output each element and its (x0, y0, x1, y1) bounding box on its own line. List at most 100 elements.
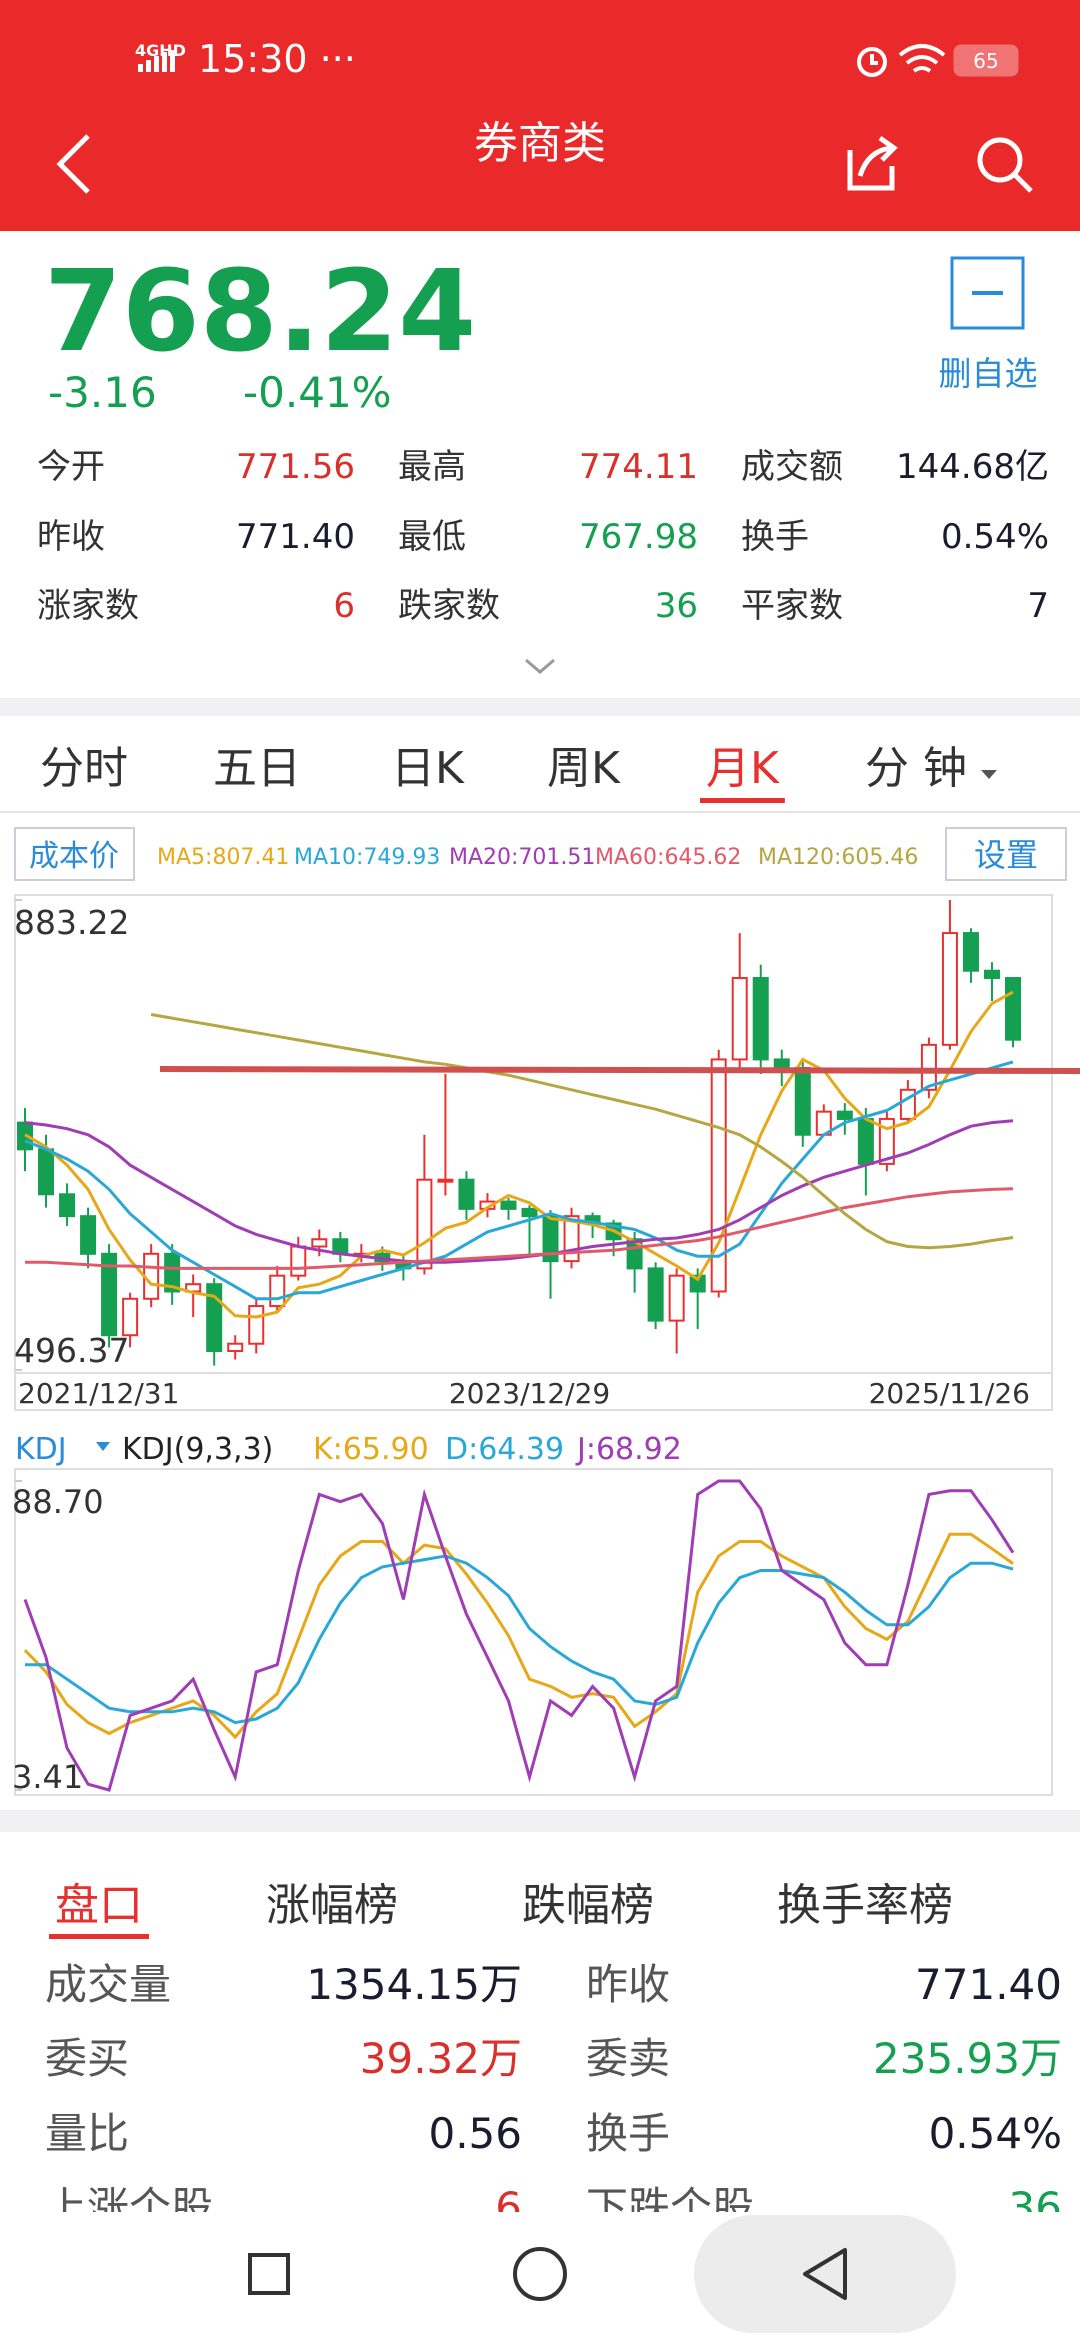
search-button[interactable] (977, 137, 1033, 193)
chart-tab[interactable]: 五日 (213, 743, 301, 794)
candle-body (689, 1274, 706, 1293)
stat-label: 涨家数 (37, 586, 139, 626)
kdj-legend: K:65.90 (313, 1432, 429, 1467)
dropdown-icon (981, 770, 997, 779)
panel-value: 771.40 (915, 1960, 1062, 2009)
stat-label: 今开 (37, 447, 105, 487)
indicator-params: KDJ(9,3,3) (122, 1432, 273, 1467)
header-bg (0, 0, 1080, 231)
share-button[interactable] (847, 135, 898, 191)
separator (0, 1810, 1080, 1832)
chart-tab[interactable]: 日K (391, 743, 465, 794)
ma-line (25, 1187, 1014, 1270)
stat-label: 换手 (741, 517, 809, 557)
home-button[interactable] (513, 2247, 567, 2301)
panel-label: 换手 (586, 2109, 670, 2158)
panel-label: 委买 (45, 2034, 129, 2083)
candle-body (80, 1215, 97, 1255)
chart-tab[interactable]: 分 钟 (865, 743, 967, 794)
battery-level: 65 (973, 49, 998, 73)
settings-box[interactable] (945, 827, 1067, 881)
candle-body (311, 1238, 328, 1248)
kdj-legend: J:68.92 (575, 1432, 682, 1467)
candle-body (269, 1274, 286, 1308)
candle-body (983, 969, 1000, 980)
candle-body (773, 1058, 790, 1069)
candle-body (668, 1274, 685, 1322)
ma-line (150, 1013, 1014, 1250)
candle-body (101, 1252, 118, 1337)
indicator-dropdown (96, 1442, 110, 1451)
ma-legend: MA5:807.41 (157, 845, 289, 870)
candle-body (1005, 977, 1021, 1041)
ma-legend: MA120:605.46 (758, 845, 918, 870)
chart-tab[interactable]: 分时 (40, 743, 128, 794)
candle-body (647, 1267, 664, 1322)
candle-body (458, 1178, 475, 1210)
recent-button[interactable] (248, 2253, 290, 2295)
candle-body (794, 1066, 811, 1136)
stat-value: 6 (333, 586, 355, 626)
kdj-line (25, 1554, 1014, 1725)
nav-back-button[interactable] (803, 2248, 847, 2300)
stat-value: 0.54% (941, 517, 1049, 557)
bottom-tab[interactable]: 跌幅榜 (522, 1880, 654, 1931)
kdj-legend: D:64.39 (445, 1432, 564, 1467)
ma-legend: MA20:701.51 (449, 845, 595, 870)
kdj-frame (14, 1468, 1053, 1796)
candle-body (857, 1117, 874, 1165)
panel-value: 0.54% (929, 2109, 1062, 2158)
chart-tab[interactable]: 周K (547, 743, 621, 794)
watch-button[interactable]: 删自选 (939, 354, 1038, 393)
clock: 15:30 ··· (198, 37, 356, 81)
back-pill (694, 2215, 956, 2333)
kdj-line (23, 1532, 1014, 1740)
ma-legend: MA10:749.93 (294, 845, 440, 870)
stat-value: 7 (1027, 586, 1049, 626)
back-button[interactable] (56, 134, 90, 194)
x-tick-label: 2023/12/29 (449, 1377, 610, 1410)
settings-button[interactable]: 设置 (974, 836, 1038, 874)
expand-icon[interactable] (525, 658, 555, 674)
panel-label: 量比 (45, 2109, 129, 2158)
candle-body (437, 1178, 454, 1183)
tab-underline (700, 798, 785, 803)
drawn-trendline (159, 1066, 1080, 1074)
candle-body (836, 1110, 853, 1120)
stat-label: 最低 (398, 517, 466, 557)
candle-body (962, 932, 979, 972)
candle-body (752, 977, 769, 1061)
panel-value: 1354.15万 (306, 1960, 522, 2009)
change-pct: -0.41% (243, 368, 392, 417)
candle-body (164, 1252, 181, 1293)
bottom-tab[interactable]: 盘口 (55, 1880, 143, 1931)
tab-underline (49, 1934, 149, 1939)
y-tick-label: 496.37 (14, 1331, 129, 1370)
candle-body (521, 1207, 538, 1218)
candle-body (731, 977, 748, 1061)
candle-body (248, 1305, 265, 1345)
panel-label: 成交量 (45, 1960, 171, 2009)
page-title: 券商类 (474, 118, 606, 169)
bottom-tab[interactable]: 换手率榜 (777, 1880, 953, 1931)
stat-label: 昨收 (37, 517, 105, 557)
candle-body (227, 1342, 244, 1353)
watch-icon[interactable] (950, 256, 1025, 330)
ma-line (24, 990, 1014, 1319)
signal-icon (138, 50, 175, 72)
candle-body (920, 1043, 937, 1091)
bottom-tab[interactable]: 涨幅榜 (266, 1880, 398, 1931)
y-tick-label: 88.70 (12, 1483, 104, 1521)
battery-icon (953, 44, 1019, 77)
stat-value: 36 (655, 586, 698, 626)
cost-box[interactable] (14, 827, 135, 881)
separator (0, 698, 1080, 716)
indicator-name[interactable]: KDJ (15, 1432, 67, 1467)
chart-tab[interactable]: 月K (706, 743, 780, 794)
ma-line (24, 1060, 1014, 1301)
candle-body (122, 1297, 139, 1337)
cost-button[interactable]: 成本价 (29, 839, 119, 874)
kdj-line (23, 1479, 1015, 1792)
candle-body (290, 1245, 307, 1277)
